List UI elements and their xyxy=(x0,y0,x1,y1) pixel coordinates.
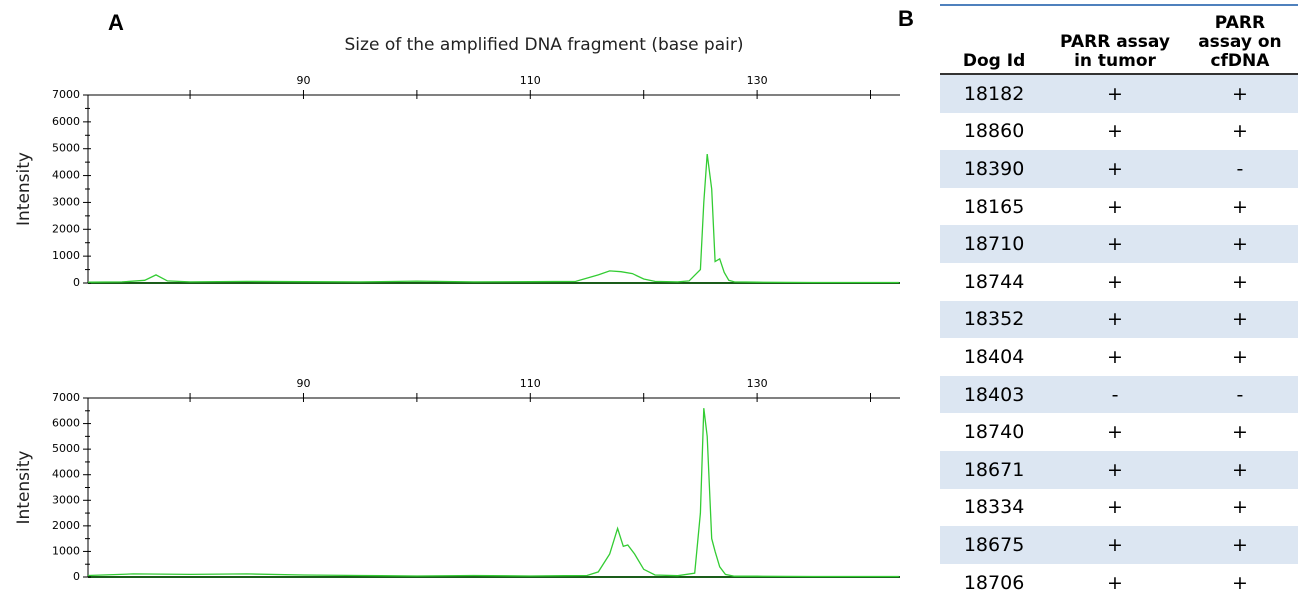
table-row: 18744 + + xyxy=(940,263,1298,301)
charts: Size of the amplified DNA fragment (base… xyxy=(14,35,900,583)
y-axis-title: Intensity xyxy=(14,152,34,226)
x-tick-label: 90 xyxy=(296,377,310,390)
table-cell: + xyxy=(1231,270,1248,293)
table-row: 18860 + + xyxy=(940,113,1298,151)
table-row: 18710 + + xyxy=(940,225,1298,263)
trace xyxy=(87,154,899,284)
table-cell: + xyxy=(1231,496,1248,519)
y-tick-label: 3000 xyxy=(52,195,80,208)
y-tick-label: 6000 xyxy=(52,115,80,128)
table-cell: + xyxy=(1181,526,1298,564)
x-tick-label: 130 xyxy=(747,377,768,390)
table-cell: 18671 xyxy=(940,450,1049,489)
table-row: 18675 + + xyxy=(940,526,1298,564)
table-cell: + xyxy=(1048,450,1182,489)
table-cell: + xyxy=(1107,421,1123,444)
header-cell: PARR assay on cfDNA xyxy=(1181,5,1298,75)
y-tick-label: 7000 xyxy=(52,88,80,101)
table-cell: + xyxy=(1048,526,1182,564)
table-cell: 18390 xyxy=(940,150,1049,188)
header-cell: PARR assay in tumor xyxy=(1048,5,1182,75)
table-cell: + xyxy=(1181,74,1298,113)
table-row: 18334 + + xyxy=(940,489,1298,527)
x-tick-label: 110 xyxy=(520,377,541,390)
y-tick-label: 6000 xyxy=(52,417,80,430)
x-tick-label: 110 xyxy=(520,74,541,87)
table-cell: + xyxy=(1231,195,1248,218)
table-cell: 18860 xyxy=(963,120,1025,143)
table-cell: 18403 xyxy=(940,375,1049,414)
table-cell: 18675 xyxy=(940,526,1049,564)
table-cell: + xyxy=(1048,225,1182,263)
table-cell: 18352 xyxy=(940,300,1049,339)
table-cell: + xyxy=(1107,345,1123,368)
table-row: 18352 + + xyxy=(940,300,1298,339)
x-tick-label: 90 xyxy=(296,74,310,87)
table-cell: 18334 xyxy=(963,496,1025,519)
table-row: 18403- - xyxy=(940,375,1298,414)
table-cell: - xyxy=(1181,375,1298,414)
table-cell: 18165 xyxy=(963,195,1025,218)
y-axis-title: Intensity xyxy=(14,451,34,525)
y-tick-label: 5000 xyxy=(52,442,80,455)
table-cell: + xyxy=(1107,496,1123,519)
y-tick-label: 5000 xyxy=(52,142,80,155)
y-tick-label: 3000 xyxy=(52,493,80,506)
table-cell: + xyxy=(1181,225,1298,263)
y-tick-label: 2000 xyxy=(52,519,80,532)
table-cell: 18182 xyxy=(940,74,1049,113)
y-tick-label: 1000 xyxy=(52,249,80,262)
y-tick-label: 0 xyxy=(73,276,80,289)
panel-label: A xyxy=(108,10,124,35)
table-cell: - xyxy=(1048,375,1182,414)
table-cell: 18404 xyxy=(963,345,1025,368)
table-cell: 18710 xyxy=(940,225,1049,263)
table-cell: - xyxy=(1181,150,1298,188)
y-tick-label: 4000 xyxy=(52,169,80,182)
table-row: 18671 + + xyxy=(940,450,1298,489)
y-tick-label: 2000 xyxy=(52,222,80,235)
table-cell: + xyxy=(1107,571,1123,594)
table-cell: + xyxy=(1231,571,1248,594)
panel-label: B xyxy=(898,6,914,31)
y-tick-label: 7000 xyxy=(52,391,80,404)
table-cell: + xyxy=(1048,150,1182,188)
table: Dog Id PARR assay in tumor PARR assay on… xyxy=(940,4,1298,601)
table-row: 18740 + + xyxy=(940,413,1298,451)
table-row: 18390 + - xyxy=(940,150,1298,188)
table-cell: + xyxy=(1048,74,1182,113)
table-cell: + xyxy=(1231,120,1248,143)
table-cell: 18740 xyxy=(963,421,1025,444)
table-row: 18182 + + xyxy=(940,74,1298,113)
table-cell: + xyxy=(1107,270,1123,293)
table-row: 18706 + + xyxy=(940,564,1298,602)
table-cell: 18744 xyxy=(963,270,1025,293)
trace xyxy=(87,408,899,578)
table-cell: + xyxy=(1181,300,1298,339)
table-cell: + xyxy=(1231,345,1248,368)
x-tick-label: 130 xyxy=(747,74,768,87)
table-row: 18404 + + xyxy=(940,338,1298,376)
x-axis-title: Size of the amplified DNA fragment (base… xyxy=(345,35,744,55)
table-cell: + xyxy=(1048,300,1182,339)
table-cell: + xyxy=(1231,421,1248,444)
y-tick-label: 1000 xyxy=(52,544,80,557)
header-row: Dog Id PARR assay in tumor PARR assay on… xyxy=(940,5,1298,75)
table-cell: + xyxy=(1181,450,1298,489)
table-cell: 18706 xyxy=(963,571,1025,594)
table-cell: + xyxy=(1107,195,1123,218)
table-cell: + xyxy=(1107,120,1123,143)
header-cell: Dog Id xyxy=(940,5,1049,75)
y-tick-label: 0 xyxy=(73,570,80,583)
y-tick-label: 4000 xyxy=(52,468,80,481)
table-row: 18165 + + xyxy=(940,188,1298,226)
